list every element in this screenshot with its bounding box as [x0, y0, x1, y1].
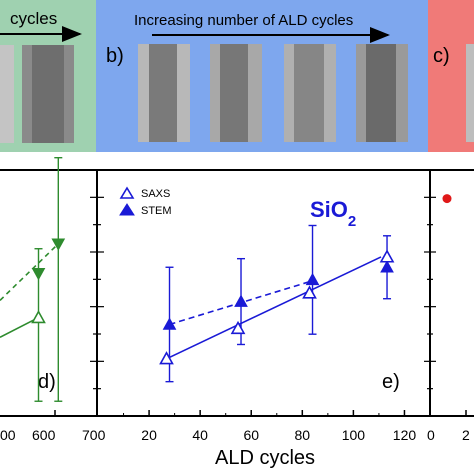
data-point-saxs — [159, 351, 174, 365]
tem-image — [466, 44, 474, 142]
data-point-d-filled — [51, 238, 66, 251]
panel-e-title: SiO2 — [310, 197, 356, 230]
data-point-d-open — [31, 309, 46, 324]
data-point-saxs — [302, 285, 317, 299]
data-point-stem — [305, 272, 320, 286]
fit-line-d-dashed — [0, 243, 59, 301]
x-tick-label: 20 — [141, 427, 157, 443]
fit-line-saxs — [166, 256, 382, 360]
data-point-stem — [162, 317, 177, 330]
panel-e-plot: 20 40 60 80 100 120 — [98, 196, 430, 443]
legend-marker-stem — [119, 203, 135, 216]
x-axis-title: ALD cycles — [215, 447, 315, 469]
data-point-saxs — [230, 320, 246, 335]
x-tick-label: 700 — [82, 427, 106, 443]
x-tick-label: 40 — [192, 427, 208, 443]
panel-e-title-text: SiO — [310, 197, 348, 222]
banner-blue-caption: Increasing number of ALD cycles — [134, 12, 353, 29]
panel-f-plot — [430, 194, 467, 417]
panel-letter-c: c) — [433, 45, 450, 67]
legend-label-saxs: SAXS — [141, 188, 170, 200]
panel-d-x-ticks: 00 600 700 — [0, 427, 106, 443]
panel-letter-d: d) — [38, 371, 56, 393]
x-tick-label: 120 — [393, 427, 417, 443]
panel-d-plot — [0, 156, 96, 417]
tem-image-core — [366, 44, 396, 142]
tem-image-core — [220, 44, 248, 142]
x-tick-label: 0 — [427, 427, 435, 443]
data-point-saxs — [379, 249, 395, 263]
tem-image-core — [294, 44, 324, 142]
banner-row: cycles Increasing number of ALD cycles b… — [0, 0, 474, 152]
chart-frames — [0, 169, 474, 417]
x-tick-label: 2 — [462, 427, 470, 443]
legend-marker-saxs — [119, 186, 135, 199]
banner-green-caption: cycles — [10, 9, 57, 28]
x-tick-label: 00 — [0, 427, 16, 443]
legend: SAXS STEM — [119, 186, 172, 217]
panel-letter-b: b) — [106, 45, 124, 67]
data-point-f — [442, 194, 452, 204]
data-point-stem — [380, 260, 394, 273]
panel-letter-e: e) — [382, 371, 400, 393]
panel-e-title-subscript: 2 — [348, 213, 356, 230]
x-tick-label: 60 — [243, 427, 259, 443]
x-tick-label: 600 — [32, 427, 56, 443]
x-tick-label: 100 — [342, 427, 366, 443]
tem-image-core — [149, 44, 177, 142]
data-point-stem — [234, 294, 248, 307]
tem-image-core — [32, 45, 64, 143]
fit-line-d-solid — [0, 316, 39, 338]
data-point-d-filled — [31, 268, 46, 281]
x-tick-label: 80 — [295, 427, 311, 443]
tem-image — [0, 45, 14, 143]
legend-label-stem: STEM — [141, 205, 172, 217]
fit-line-stem — [169, 279, 316, 326]
